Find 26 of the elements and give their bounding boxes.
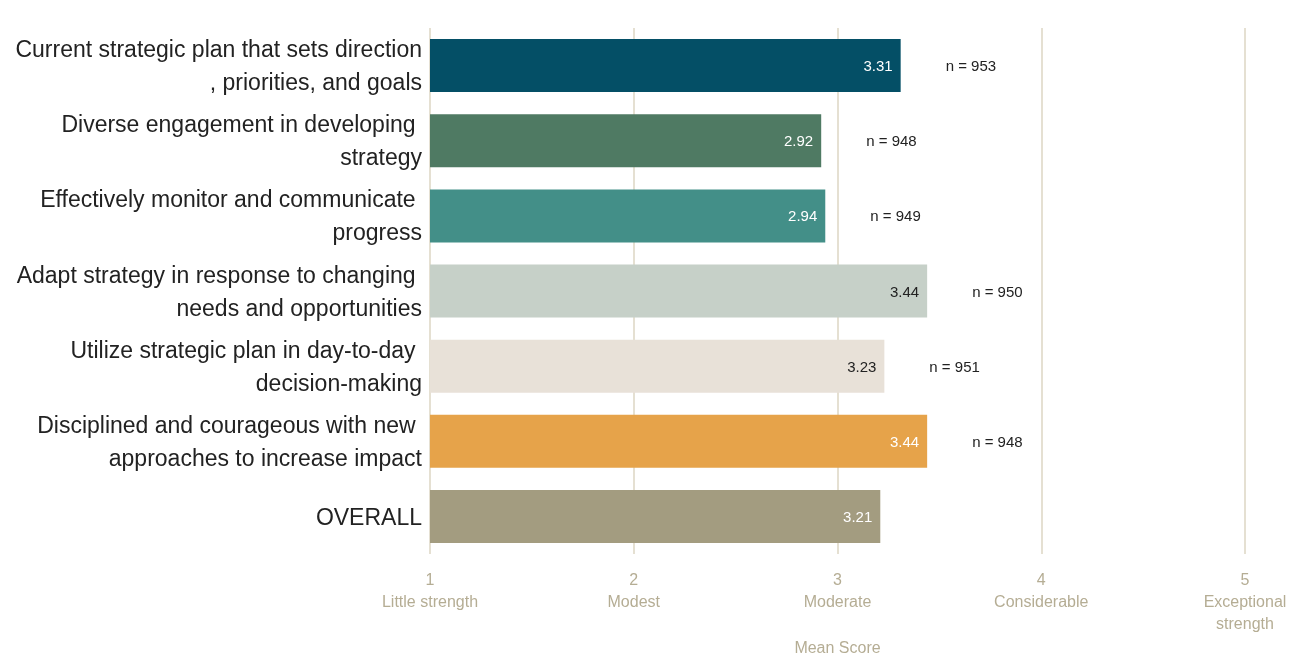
annotation: n = 948 [866,132,917,150]
y-tick-label: Utilize strategic plan in day-to-day decision-making [70,336,422,396]
annotation: n = 948 [972,432,1023,450]
y-tick-label: OVERALL [315,503,423,530]
annotation: n = 949 [870,207,921,225]
y-tick-label: Diverse engagement in developing strategy [61,111,423,171]
y-tick-label: Disciplined and courageous with new approaches to increase impact [37,411,423,471]
annotation: n = 950 [972,282,1023,300]
data-label: 3.44 [889,432,920,450]
annotation: n = 951 [929,357,980,375]
x-tick-label: 1 Little strength [381,570,479,610]
data-label: 3.44 [889,282,920,300]
x-tick-label: 2 Modest [607,570,661,610]
x-tick-label: 4 Considerable [994,570,1089,610]
x-axis-title: Mean Score [794,638,881,656]
data-label: 3.21 [843,508,873,526]
data-label: 2.94 [788,207,818,225]
x-tick-label: 5 Exceptional strength [1203,570,1287,632]
x-tick-label: 3 Moderate [803,570,872,610]
y-tick-label: Effectively monitor and communicate progress [40,186,422,246]
data-label: 2.92 [784,132,814,150]
y-tick-label: Current strategic plan that sets direction, priorities, and goals [15,36,422,96]
y-tick-label: Adapt strategy in response to changing needs and opportunities [16,261,422,321]
data-label: 3.23 [847,357,877,375]
data-label: 3.31 [863,57,893,75]
annotation: n = 953 [945,57,997,75]
